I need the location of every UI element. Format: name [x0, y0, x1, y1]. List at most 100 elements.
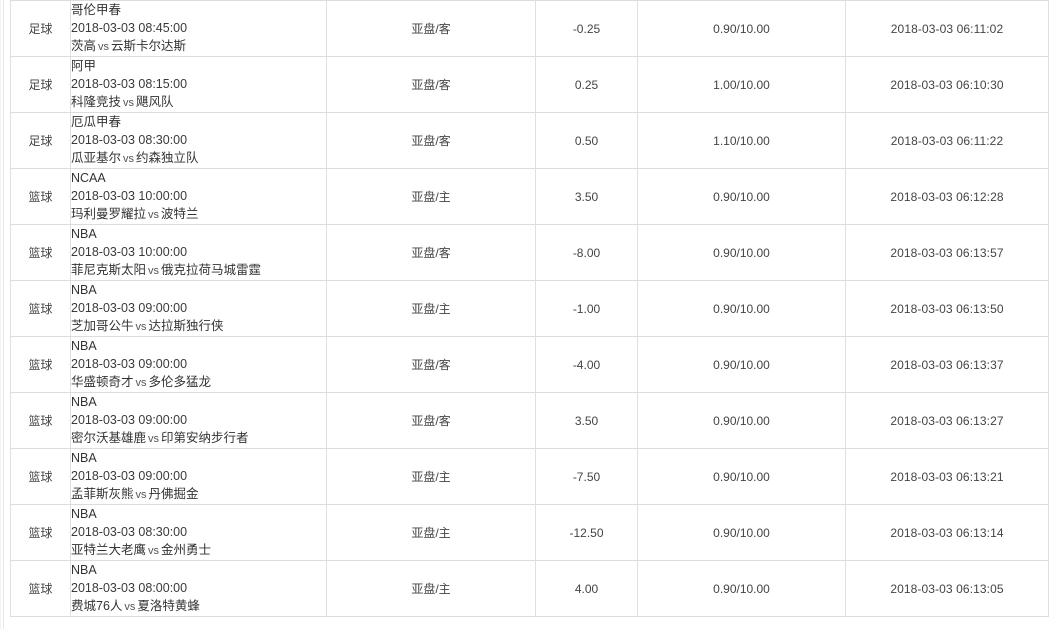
handicap-cell: -4.00: [535, 336, 638, 393]
order-time-cell: 2018-03-03 06:13:21: [845, 448, 1049, 505]
match-cell: NBA 2018-03-03 08:30:00 亚特兰大老鹰 vs 金州勇士: [70, 504, 327, 561]
vs-separator: vs: [135, 489, 147, 501]
home-team: 密尔沃基雄鹿: [71, 431, 147, 445]
away-team: 俄克拉荷马城雷霆: [161, 263, 262, 277]
sport-cell: 篮球: [10, 504, 71, 561]
handicap-cell: 3.50: [535, 168, 638, 225]
odds-cell: 0.90/10.00: [637, 0, 846, 57]
league-label: 哥伦甲春: [71, 3, 122, 17]
vs-separator: vs: [98, 41, 110, 53]
order-time-cell: 2018-03-03 06:12:28: [845, 168, 1049, 225]
bet-type-cell: 亚盘/客: [326, 336, 536, 393]
league-label: 阿甲: [71, 59, 97, 73]
table-row[interactable]: 足球 阿甲 2018-03-03 08:15:00 科隆竞技 vs 飓风队 亚盘/客 0.25…: [10, 56, 1049, 113]
page-left-edge-artifact: [0, 0, 1, 629]
handicap-cell: -1.00: [535, 280, 638, 337]
table-row[interactable]: 足球 哥伦甲春 2018-03-03 08:45:00 茨高 vs 云斯卡尔达斯 亚盘/客 -…: [10, 0, 1049, 57]
league-label: 厄瓜甲春: [71, 115, 122, 129]
home-team: 费城76人: [71, 599, 123, 613]
league-label: NBA: [71, 451, 97, 465]
league-label: NBA: [71, 339, 97, 353]
order-time-cell: 2018-03-03 06:11:02: [845, 0, 1049, 57]
handicap-cell: -8.00: [535, 224, 638, 281]
sport-cell: 篮球: [10, 224, 71, 281]
orders-table: 足球 哥伦甲春 2018-03-03 08:45:00 茨高 vs 云斯卡尔达斯 亚盘/客 -…: [10, 0, 1049, 617]
teams-label: 孟菲斯灰熊 vs 丹佛掘金: [71, 485, 326, 504]
vs-separator: vs: [135, 377, 147, 389]
match-datetime: 2018-03-03 09:00:00: [71, 301, 188, 315]
teams-label: 密尔沃基雄鹿 vs 印第安纳步行者: [71, 429, 326, 448]
table-row[interactable]: 篮球 NBA 2018-03-03 09:00:00 密尔沃基雄鹿 vs 印第安纳步行者亚…: [10, 392, 1049, 449]
sport-cell: 足球: [10, 112, 71, 169]
match-cell: NBA 2018-03-03 10:00:00 菲尼克斯太阳 vs 俄克拉荷马城雷霆: [70, 224, 327, 281]
bet-type-cell: 亚盘/客: [326, 224, 536, 281]
teams-label: 瓜亚基尔 vs 约森独立队: [71, 149, 326, 168]
order-time-cell: 2018-03-03 06:13:50: [845, 280, 1049, 337]
away-team: 波特兰: [161, 207, 199, 221]
sport-cell: 足球: [10, 56, 71, 113]
match-datetime: 2018-03-03 08:15:00: [71, 77, 188, 91]
teams-label: 玛利曼罗耀拉 vs 波特兰: [71, 205, 326, 224]
table-row[interactable]: 篮球 NBA 2018-03-03 09:00:00 芝加哥公牛 vs 达拉斯独行侠 亚盘/…: [10, 280, 1049, 337]
order-time-cell: 2018-03-03 06:13:05: [845, 560, 1049, 617]
vs-separator: vs: [123, 153, 135, 165]
table-row[interactable]: 足球 厄瓜甲春 2018-03-03 08:30:00 瓜亚基尔 vs 约森独立队 亚盘/客…: [10, 112, 1049, 169]
bet-type-cell: 亚盘/主: [326, 504, 536, 561]
handicap-cell: -12.50: [535, 504, 638, 561]
away-team: 达拉斯独行侠: [148, 319, 224, 333]
vs-separator: vs: [148, 545, 160, 557]
order-time-cell: 2018-03-03 06:13:57: [845, 224, 1049, 281]
odds-cell: 1.10/10.00: [637, 112, 846, 169]
match-datetime: 2018-03-03 08:30:00: [71, 525, 188, 539]
match-datetime: 2018-03-03 09:00:00: [71, 469, 188, 483]
sport-cell: 篮球: [10, 336, 71, 393]
match-cell: NBA 2018-03-03 09:00:00 芝加哥公牛 vs 达拉斯独行侠: [70, 280, 327, 337]
order-time-cell: 2018-03-03 06:11:22: [845, 112, 1049, 169]
handicap-cell: 0.25: [535, 56, 638, 113]
table-row[interactable]: 篮球 NBA 2018-03-03 09:00:00 华盛顿奇才 vs 多伦多猛龙 亚盘/客…: [10, 336, 1049, 393]
match-cell: 阿甲 2018-03-03 08:15:00 科隆竞技 vs 飓风队: [70, 56, 327, 113]
table-row[interactable]: 篮球 NBA 2018-03-03 09:00:00 孟菲斯灰熊 vs 丹佛掘金 亚盘/主 -…: [10, 448, 1049, 505]
bet-type-cell: 亚盘/主: [326, 280, 536, 337]
handicap-cell: 4.00: [535, 560, 638, 617]
match-cell: 厄瓜甲春 2018-03-03 08:30:00 瓜亚基尔 vs 约森独立队: [70, 112, 327, 169]
sport-cell: 篮球: [10, 448, 71, 505]
odds-cell: 0.90/10.00: [637, 224, 846, 281]
sport-cell: 篮球: [10, 280, 71, 337]
order-time-cell: 2018-03-03 06:13:37: [845, 336, 1049, 393]
vs-separator: vs: [135, 321, 147, 333]
bet-type-cell: 亚盘/主: [326, 560, 536, 617]
order-time-cell: 2018-03-03 06:13:14: [845, 504, 1049, 561]
match-cell: 哥伦甲春 2018-03-03 08:45:00 茨高 vs 云斯卡尔达斯: [70, 0, 327, 57]
bet-type-cell: 亚盘/主: [326, 168, 536, 225]
home-team: 科隆竞技: [71, 95, 122, 109]
teams-label: 科隆竞技 vs 飓风队: [71, 93, 326, 112]
away-team: 印第安纳步行者: [161, 431, 249, 445]
league-label: NCAA: [71, 171, 106, 185]
sport-cell: 篮球: [10, 392, 71, 449]
table-row[interactable]: 篮球 NCAA 2018-03-03 10:00:00 玛利曼罗耀拉 vs 波特兰 亚盘/主…: [10, 168, 1049, 225]
vs-separator: vs: [123, 97, 135, 109]
match-datetime: 2018-03-03 08:00:00: [71, 581, 188, 595]
vs-separator: vs: [124, 601, 136, 613]
away-team: 金州勇士: [161, 543, 212, 557]
table-row[interactable]: 篮球 NBA 2018-03-03 10:00:00 菲尼克斯太阳 vs 俄克拉荷马城雷霆…: [10, 224, 1049, 281]
odds-cell: 0.90/10.00: [637, 168, 846, 225]
odds-cell: 0.90/10.00: [637, 560, 846, 617]
away-team: 丹佛掘金: [148, 487, 199, 501]
match-datetime: 2018-03-03 10:00:00: [71, 245, 188, 259]
home-team: 茨高: [71, 39, 97, 53]
home-team: 亚特兰大老鹰: [71, 543, 147, 557]
match-datetime: 2018-03-03 08:30:00: [71, 133, 188, 147]
table-row[interactable]: 篮球 NBA 2018-03-03 08:30:00 亚特兰大老鹰 vs 金州勇士 亚盘/主…: [10, 504, 1049, 561]
match-cell: NBA 2018-03-03 09:00:00 孟菲斯灰熊 vs 丹佛掘金: [70, 448, 327, 505]
table-row[interactable]: 篮球 NBA 2018-03-03 08:00:00 费城76人 vs 夏洛特黄蜂 亚盘/主…: [10, 560, 1049, 617]
vs-separator: vs: [148, 209, 160, 221]
teams-label: 茨高 vs 云斯卡尔达斯: [71, 37, 326, 56]
odds-cell: 0.90/10.00: [637, 504, 846, 561]
match-datetime: 2018-03-03 08:45:00: [71, 21, 188, 35]
order-time-cell: 2018-03-03 06:10:30: [845, 56, 1049, 113]
match-cell: NBA 2018-03-03 09:00:00 密尔沃基雄鹿 vs 印第安纳步行者: [70, 392, 327, 449]
odds-cell: 0.90/10.00: [637, 392, 846, 449]
handicap-cell: -7.50: [535, 448, 638, 505]
